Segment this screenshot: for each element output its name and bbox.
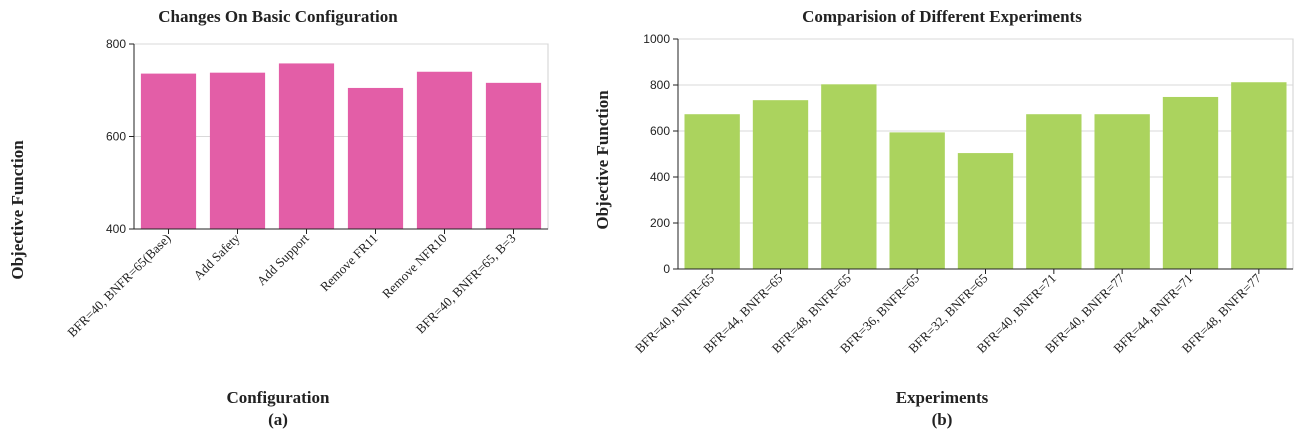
chart-b-ytick-label: 400 [650,170,670,184]
chart-a-xtick-label: Add Support [254,230,312,288]
chart-b-sublabel: (b) [932,410,953,429]
chart-b: Comparision of Different Experiments Exp… [593,7,1294,429]
chart-a: Changes On Basic Configuration Configura… [8,7,549,429]
chart-b-ylabel: Objective Function [593,90,612,230]
chart-a-bar [485,82,542,229]
chart-b-bar [684,114,740,270]
chart-a-xtick-label: Add Safety [190,230,243,283]
chart-b-ytick-label: 1000 [643,32,670,46]
chart-b-bar [1026,114,1082,270]
chart-a-ytick-label: 600 [106,130,126,144]
chart-b-ytick-label: 0 [663,262,670,276]
chart-a-xtick-label: Remove FR11 [317,231,381,295]
chart-b-bar [1094,114,1150,270]
chart-a-bar [140,73,197,229]
chart-a-xtick-label: BFR=40, BNFR=65(Base) [64,231,173,340]
chart-a-title: Changes On Basic Configuration [158,7,398,26]
chart-a-ylabel: Objective Function [8,140,27,280]
chart-b-bar [889,132,945,269]
chart-a-bar [209,72,266,229]
chart-a-bar [278,63,335,229]
chart-b-bar [821,84,877,269]
chart-b-title: Comparision of Different Experiments [802,7,1082,26]
chart-b-ytick-label: 800 [650,78,670,92]
chart-b-ytick-label: 600 [650,124,670,138]
chart-a-ytick-label: 800 [106,37,126,51]
chart-a-xtick-label: Remove NFR10 [379,231,450,302]
chart-a-sublabel: (a) [268,410,288,429]
chart-b-bar [752,100,809,270]
chart-b-bar [957,153,1014,269]
chart-b-bar [1162,96,1219,270]
chart-a-xlabel: Configuration [227,388,331,407]
chart-b-ytick-label: 200 [650,216,670,230]
chart-a-ytick-label: 400 [106,222,126,236]
chart-a-bar [416,71,473,229]
chart-b-xlabel: Experiments [896,388,989,407]
chart-b-bar [1231,82,1287,270]
chart-a-bar [347,87,404,229]
